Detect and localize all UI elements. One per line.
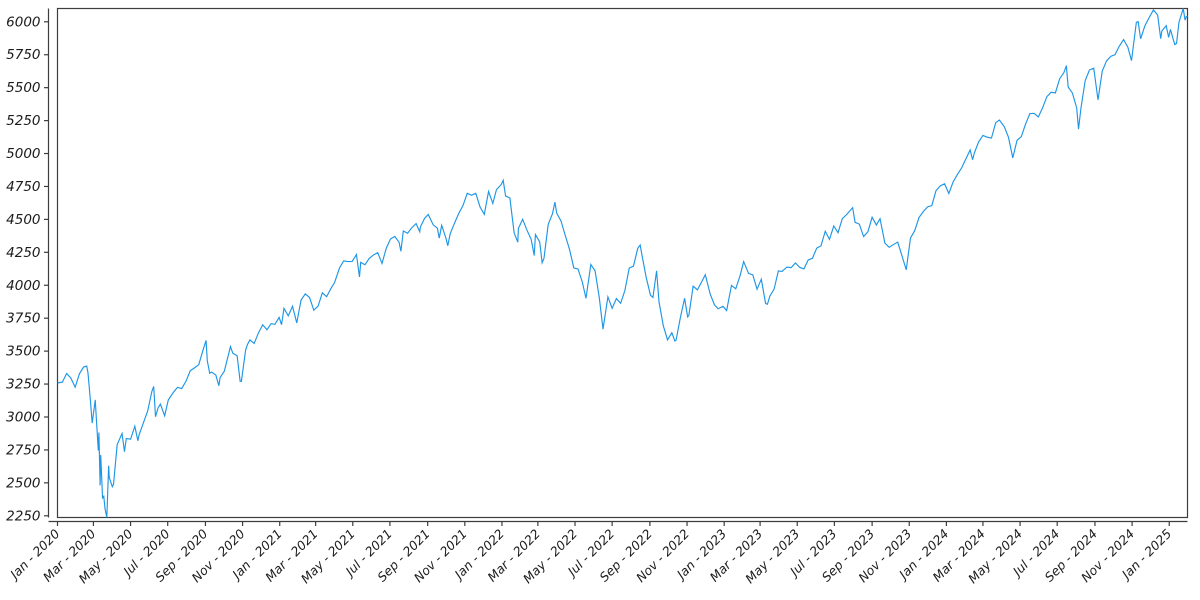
y-tick-label: 5000 — [6, 146, 40, 162]
y-tick-label: 2750 — [6, 442, 40, 458]
y-tick-label: 6000 — [6, 14, 40, 30]
y-tick-label: 2250 — [6, 508, 40, 524]
y-tick-label: 3750 — [6, 311, 40, 327]
y-tick-label: 5750 — [6, 47, 40, 63]
plot-frame — [56, 7, 1189, 519]
y-tick-label: 5500 — [6, 80, 40, 96]
y-tick-label: 4250 — [6, 245, 40, 261]
y-tick-label: 3250 — [6, 377, 40, 393]
y-tick-label: 2500 — [6, 475, 40, 491]
y-tick-label: 3500 — [6, 344, 40, 360]
y-tick-label: 4750 — [6, 179, 40, 195]
y-tick-label: 5250 — [6, 113, 40, 129]
y-tick-label: 3000 — [6, 409, 40, 425]
price-line — [57, 8, 1188, 518]
y-tick-label: 4000 — [6, 278, 40, 294]
y-tick-label: 4500 — [6, 212, 40, 228]
